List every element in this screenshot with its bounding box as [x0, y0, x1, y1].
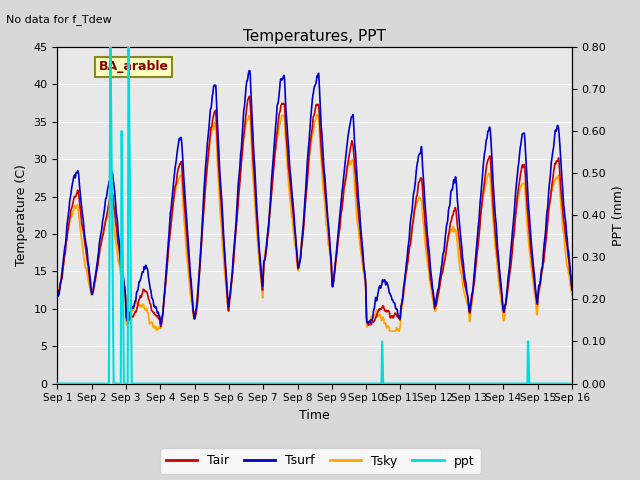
Title: Temperatures, PPT: Temperatures, PPT	[243, 29, 386, 44]
Legend: Tair, Tsurf, Tsky, ppt: Tair, Tsurf, Tsky, ppt	[159, 448, 481, 474]
Text: BA_arable: BA_arable	[99, 60, 168, 73]
X-axis label: Time: Time	[300, 409, 330, 422]
Text: No data for f_Tdew: No data for f_Tdew	[6, 14, 112, 25]
Y-axis label: PPT (mm): PPT (mm)	[612, 185, 625, 246]
Y-axis label: Temperature (C): Temperature (C)	[15, 164, 28, 266]
